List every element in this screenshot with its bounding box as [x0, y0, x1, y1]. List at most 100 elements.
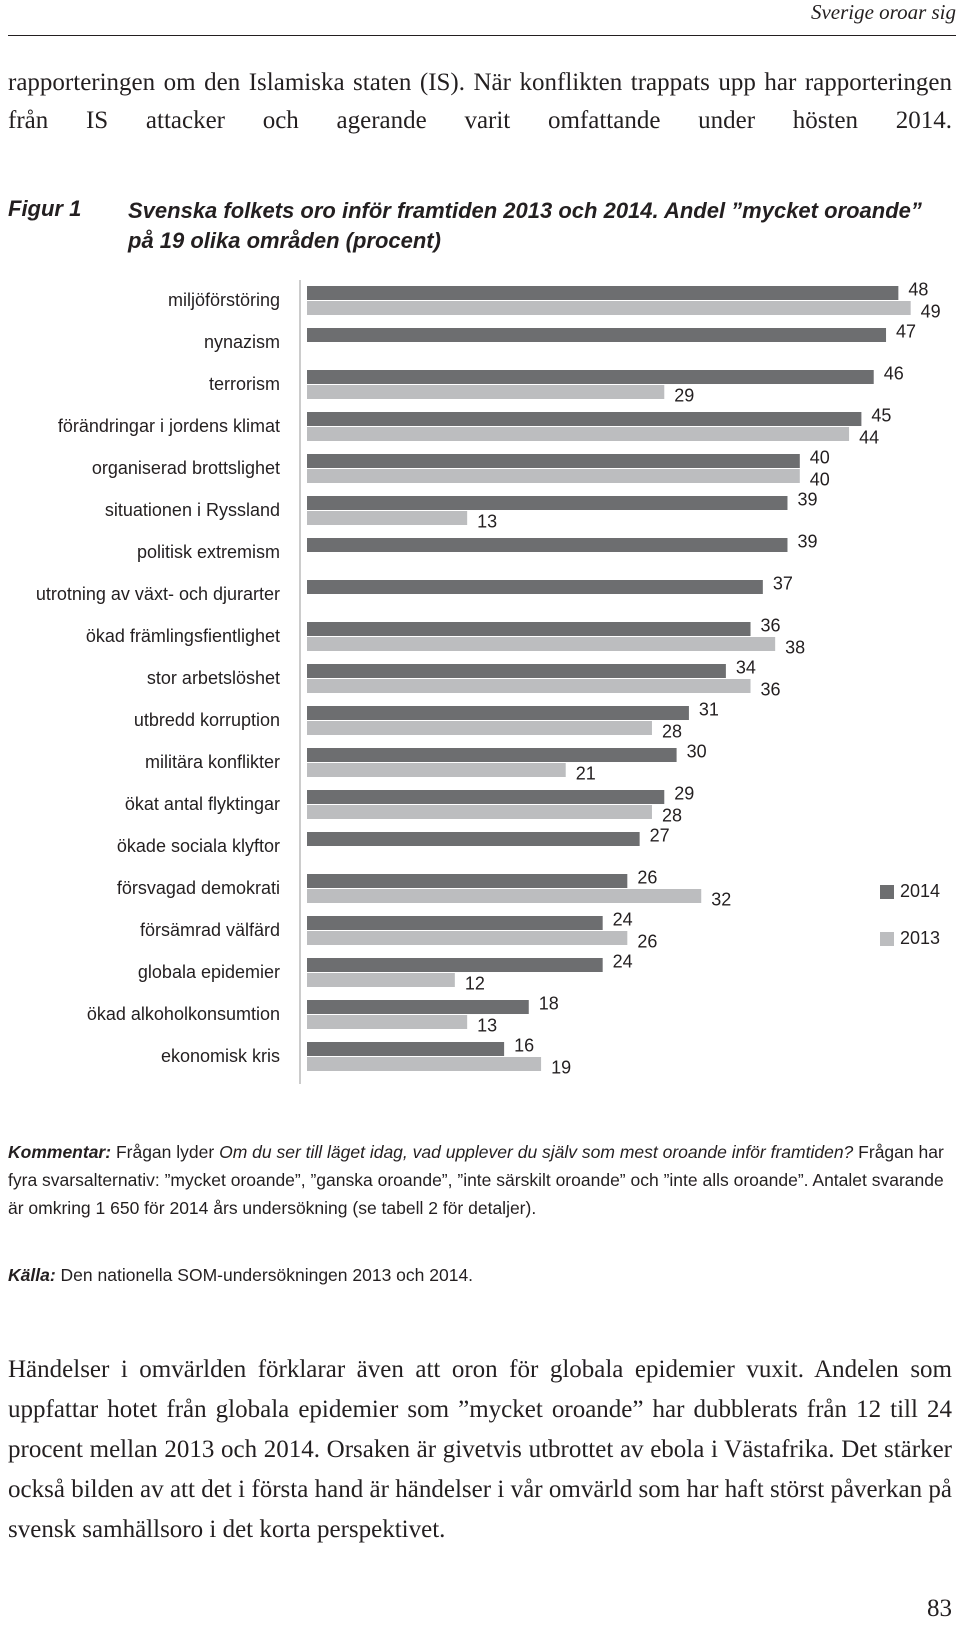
bar: [307, 832, 640, 846]
figure-label: Figur 1: [8, 196, 82, 221]
category-label: globala epidemier: [138, 962, 280, 982]
value-label: 37: [773, 573, 793, 593]
value-label: 32: [711, 889, 731, 909]
comment-intro: Frågan lyder: [115, 1142, 215, 1162]
value-label: 39: [797, 531, 817, 551]
bar: [307, 973, 455, 987]
bar: [307, 469, 800, 483]
figure-title: Svenska folkets oro inför framtiden 2013…: [128, 198, 922, 253]
comment-text: Frågan har fyra svarsalternativ: ”mycket…: [8, 1142, 944, 1218]
value-label: 13: [477, 1015, 497, 1035]
bar: [307, 496, 788, 510]
source-text: Den nationella SOM-undersökningen 2013 o…: [60, 1265, 474, 1285]
category-label: terrorism: [209, 374, 280, 394]
value-label: 36: [761, 679, 781, 699]
category-label: ökat antal flyktingar: [125, 794, 280, 814]
bar: [307, 301, 911, 315]
bar: [307, 427, 850, 441]
value-label: 21: [576, 763, 596, 783]
category-label: ökad främlingsfientlighet: [86, 626, 280, 646]
bar: [307, 664, 726, 678]
value-label: 18: [539, 993, 559, 1013]
category-label: ökad alkoholkonsumtion: [87, 1004, 280, 1024]
bar: [307, 385, 665, 399]
value-label: 24: [613, 951, 633, 971]
value-label: 27: [650, 825, 670, 845]
bar: [307, 763, 566, 777]
bar: [307, 958, 603, 972]
value-label: 26: [637, 867, 657, 887]
comment: Kommentar: Frågan lyder Om du ser till l…: [8, 1138, 952, 1222]
value-label: 46: [884, 363, 904, 383]
source-label: Källa:: [8, 1265, 56, 1285]
bar: [307, 538, 788, 552]
bar: [307, 706, 689, 720]
bar: [307, 1042, 505, 1056]
bar: [307, 511, 468, 525]
value-label: 36: [761, 615, 781, 635]
bar: [307, 328, 887, 342]
bar: [307, 454, 800, 468]
bar: [307, 370, 874, 384]
value-label: 40: [810, 447, 830, 467]
value-label: 49: [921, 301, 941, 321]
bar: [307, 916, 603, 930]
value-label: 28: [662, 805, 682, 825]
comment-label: Kommentar:: [8, 1142, 112, 1162]
header-rule: [8, 35, 956, 36]
legend-label: 2013: [900, 928, 940, 948]
value-label: 38: [785, 637, 805, 657]
value-label: 29: [674, 783, 694, 803]
bar: [307, 748, 677, 762]
bar: [307, 622, 751, 636]
source: Källa: Den nationella SOM-undersökningen…: [8, 1265, 473, 1286]
bar: [307, 679, 751, 693]
paragraph: rapporteringen om den Islamiska staten (…: [8, 69, 952, 134]
value-label: 16: [514, 1035, 534, 1055]
value-label: 45: [871, 405, 891, 425]
value-label: 34: [736, 657, 756, 677]
bar: [307, 1057, 542, 1071]
bar: [307, 1015, 468, 1029]
value-label: 31: [699, 699, 719, 719]
legend-label: 2014: [900, 881, 940, 901]
paragraph: Händelser i omvärlden förklarar även att…: [8, 1356, 952, 1543]
category-label: politisk extremism: [137, 542, 280, 562]
value-label: 28: [662, 721, 682, 741]
legend-swatch: [880, 885, 894, 899]
bar: [307, 580, 763, 594]
bar: [307, 805, 652, 819]
comment-question: Om du ser till läget idag, vad upplever …: [219, 1142, 854, 1162]
value-label: 13: [477, 511, 497, 531]
category-label: utrotning av växt- och djurarter: [36, 584, 280, 604]
category-label: miljöförstöring: [168, 290, 280, 310]
category-label: militära konflikter: [145, 752, 280, 772]
bar: [307, 637, 776, 651]
page-number: 83: [927, 1595, 952, 1622]
category-label: situationen i Ryssland: [105, 500, 280, 520]
legend-swatch: [880, 932, 894, 946]
value-label: 19: [551, 1057, 571, 1077]
bar: [307, 412, 862, 426]
category-label: organiserad brottslighet: [92, 458, 280, 478]
value-label: 44: [859, 427, 879, 447]
bar: [307, 721, 652, 735]
running-header: Sverige oroar sig: [810, 0, 956, 24]
bar: [307, 790, 665, 804]
value-label: 30: [687, 741, 707, 761]
value-label: 39: [797, 489, 817, 509]
value-label: 48: [908, 280, 928, 299]
bar: [307, 286, 899, 300]
bar: [307, 931, 628, 945]
category-label: ekonomisk kris: [161, 1046, 280, 1066]
category-label: utbredd korruption: [134, 710, 280, 730]
value-label: 40: [810, 469, 830, 489]
value-label: 29: [674, 385, 694, 405]
category-label: stor arbetslöshet: [147, 668, 280, 688]
category-label: förändringar i jordens klimat: [58, 416, 280, 436]
chart: miljöförstöring 48 49 nynazism 47 terrorism 46…: [36, 280, 941, 1084]
value-label: 12: [465, 973, 485, 993]
value-label: 47: [896, 321, 916, 341]
value-label: 26: [637, 931, 657, 951]
